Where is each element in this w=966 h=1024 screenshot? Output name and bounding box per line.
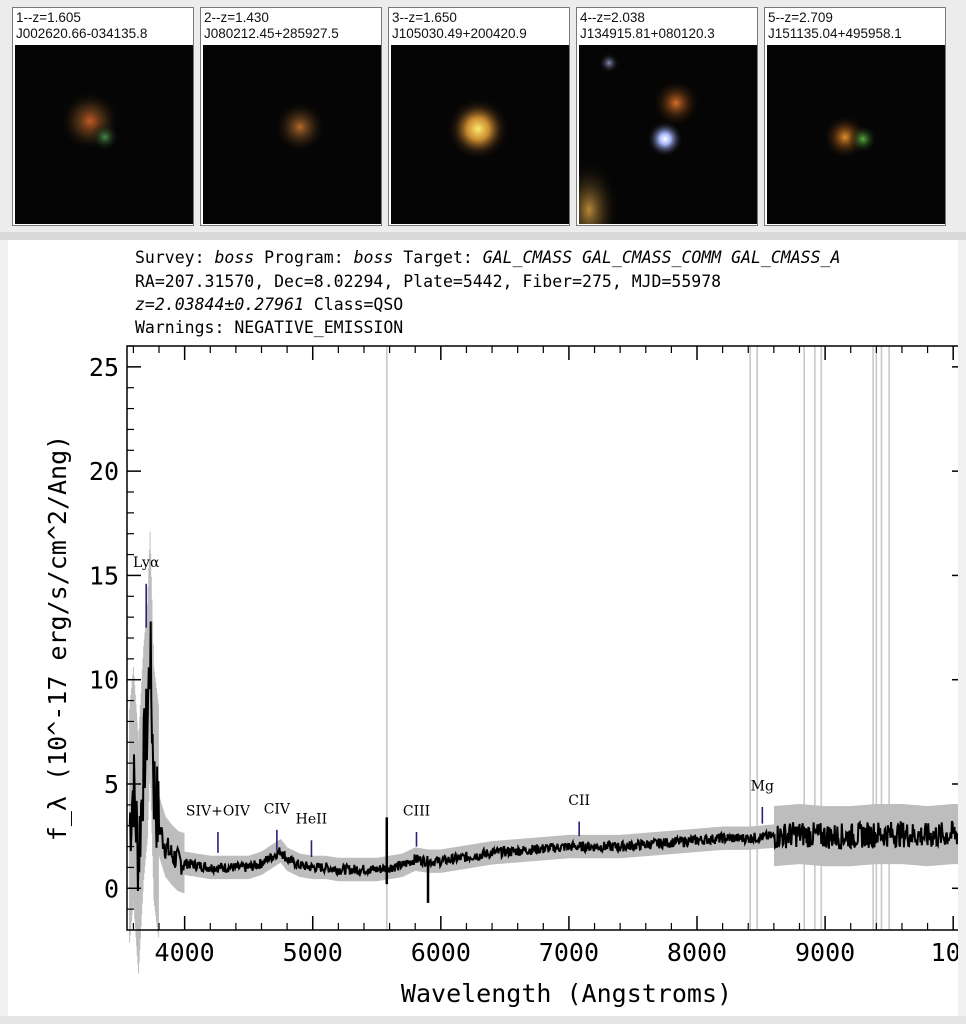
spectrum-chart: Lyα SIV+OIV CIV HeII CIII CII Mg 4000 5000 6000 7… bbox=[43, 345, 958, 1008]
thumbnail-label: 4--z=2.038 J134915.81+080120.3 bbox=[580, 10, 715, 41]
x-tick-label: 4000 bbox=[155, 938, 215, 967]
error-band bbox=[129, 531, 958, 974]
bottom-strip bbox=[0, 1016, 966, 1024]
thumbnail-5[interactable]: 5--z=2.709 J151135.04+495958.1 bbox=[764, 7, 946, 226]
emission-line-label: CIII bbox=[403, 803, 430, 819]
y-tick-label: 25 bbox=[89, 353, 119, 382]
y-tick-label: 5 bbox=[104, 770, 119, 799]
emission-line-label: HeII bbox=[296, 812, 328, 828]
thumbnail-image bbox=[579, 45, 757, 224]
y-tick-label: 10 bbox=[89, 666, 119, 695]
x-tick-label: 9000 bbox=[795, 938, 855, 967]
thumbnail-3[interactable]: 3--z=1.650 J105030.49+200420.9 bbox=[388, 7, 570, 226]
thumbnail-image bbox=[203, 45, 381, 224]
thumbnail-image bbox=[391, 45, 569, 224]
thumbnail-label: 2--z=1.430 J080212.45+285927.5 bbox=[204, 10, 339, 41]
emission-line-label: CIV bbox=[264, 801, 291, 817]
header-line-4: Warnings: NEGATIVE_EMISSION bbox=[135, 318, 404, 337]
x-tick-label: 100 bbox=[931, 938, 958, 967]
emission-line-label: SIV+OIV bbox=[186, 803, 251, 819]
thumbnail-image bbox=[15, 45, 193, 224]
thumbnail-strip: 1--z=1.605 J002620.66-034135.8 2--z=1.430… bbox=[0, 0, 966, 232]
spectrum-panel: Survey: boss Program: boss Target: GAL_C… bbox=[8, 240, 958, 1016]
header-line-2: RA=207.31570, Dec=8.02294, Plate=5442, F… bbox=[135, 272, 722, 291]
y-tick-label: 20 bbox=[89, 457, 119, 486]
thumbnail-2[interactable]: 2--z=1.430 J080212.45+285927.5 bbox=[200, 7, 382, 226]
header-line-3: z=2.03844±0.27961 Class=QSO bbox=[135, 295, 404, 314]
emission-line-label: Mg bbox=[751, 778, 774, 794]
y-tick-label: 0 bbox=[104, 874, 119, 903]
thumbnail-label: 3--z=1.650 J105030.49+200420.9 bbox=[392, 10, 527, 41]
header-line-1: Survey: boss Program: boss Target: GAL_C… bbox=[135, 248, 841, 267]
y-axis-label: f_λ (10^-17 erg/s/cm^2/Ang) bbox=[43, 435, 72, 841]
x-tick-label: 5000 bbox=[283, 938, 343, 967]
spectrum-line bbox=[130, 621, 958, 891]
thumbnail-image bbox=[767, 45, 945, 224]
thumbnail-label: 1--z=1.605 J002620.66-034135.8 bbox=[16, 10, 148, 41]
x-axis-label: Wavelength (Angstroms) bbox=[401, 979, 732, 1008]
divider bbox=[0, 232, 966, 240]
emission-line-label: Lyα bbox=[133, 555, 160, 571]
thumbnail-4[interactable]: 4--z=2.038 J134915.81+080120.3 bbox=[576, 7, 758, 226]
emission-line-label: CII bbox=[568, 793, 590, 809]
thumbnail-1[interactable]: 1--z=1.605 J002620.66-034135.8 bbox=[12, 7, 194, 226]
x-tick-label: 6000 bbox=[411, 938, 471, 967]
thumbnail-label: 5--z=2.709 J151135.04+495958.1 bbox=[768, 10, 902, 41]
x-tick-label: 8000 bbox=[667, 938, 727, 967]
x-tick-label: 7000 bbox=[539, 938, 599, 967]
y-tick-label: 15 bbox=[89, 561, 119, 590]
